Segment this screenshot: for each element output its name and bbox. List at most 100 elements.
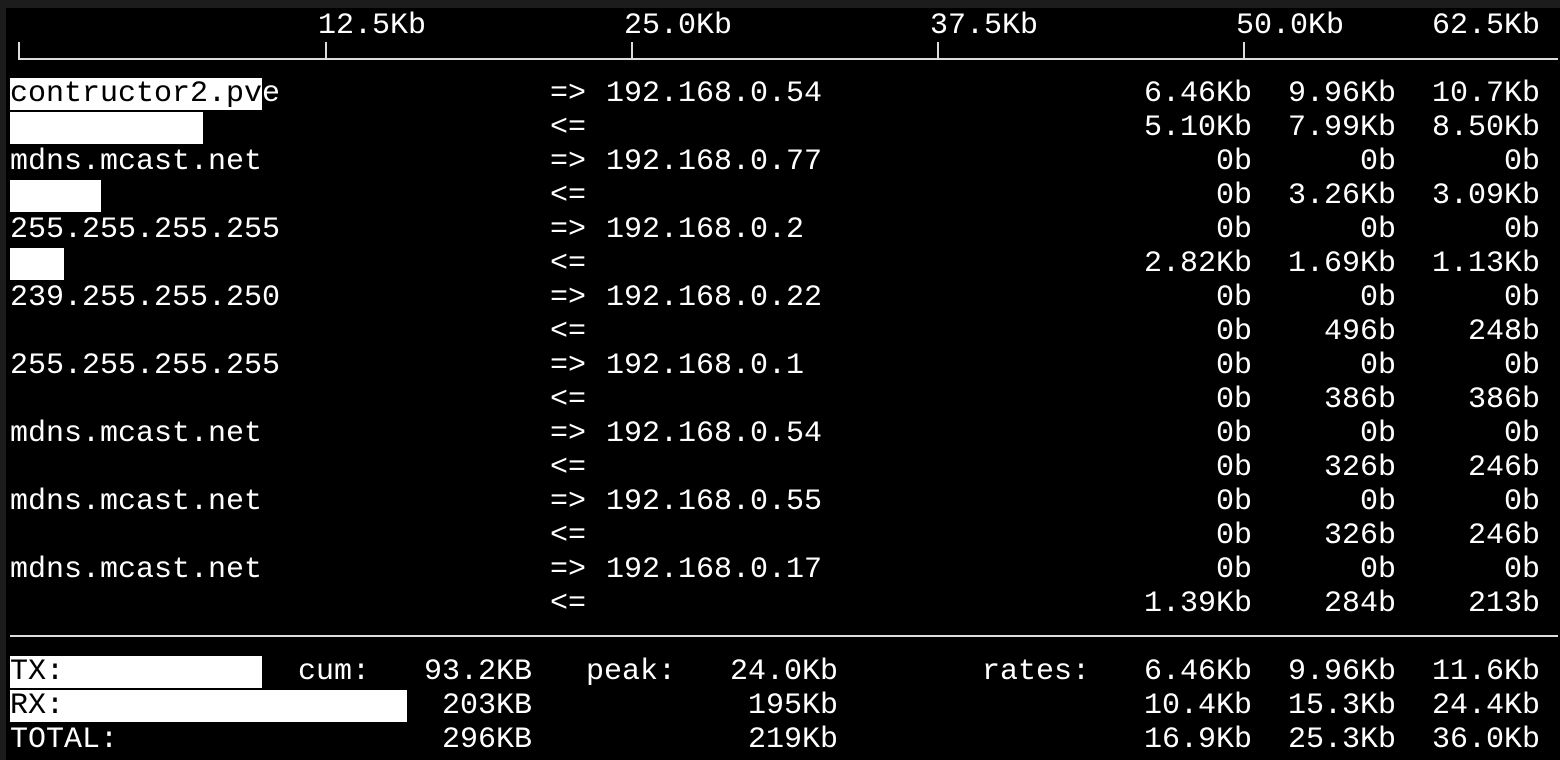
totals-rate: 36.0Kb — [1431, 723, 1540, 757]
totals-bar — [10, 690, 407, 722]
totals-rate: 25.3Kb — [1287, 723, 1396, 757]
totals-rate: 6.46Kb — [1143, 655, 1252, 689]
flow-direction-out: => — [550, 349, 587, 383]
flow-peer: 192.168.0.77 — [606, 145, 823, 179]
flow-direction-in: <= — [550, 519, 587, 553]
flow-peer: 192.168.0.2 — [606, 213, 805, 247]
flow-direction-in: <= — [550, 179, 587, 213]
scale-tick — [631, 42, 633, 60]
scale-tick — [325, 42, 327, 60]
scale-tick — [18, 42, 20, 60]
flow-host: mdns.mcast.net — [10, 553, 263, 587]
flow-rate-in: 1.69Kb — [1287, 247, 1396, 281]
totals-peak: 195Kb — [747, 689, 838, 723]
totals-rate: 15.3Kb — [1287, 689, 1396, 723]
scale-tick — [937, 42, 939, 60]
flow-rate-in: 246b — [1467, 519, 1540, 553]
flow-rate-in: 386b — [1323, 383, 1396, 417]
totals-separator — [10, 635, 1558, 637]
totals-rate: 24.4Kb — [1431, 689, 1540, 723]
rates-label: rates: — [982, 655, 1091, 689]
totals-rate: 10.4Kb — [1143, 689, 1252, 723]
peak-label: peak: — [586, 655, 677, 689]
totals-peak: 24.0Kb — [729, 655, 838, 689]
flow-bar-in — [10, 180, 101, 212]
flow-rate-out: 9.96Kb — [1287, 77, 1396, 111]
flow-rate-out: 0b — [1359, 485, 1396, 519]
flow-rate-out: 0b — [1215, 281, 1252, 315]
scale-axis — [18, 58, 1558, 60]
flow-direction-out: => — [550, 417, 587, 451]
flow-rate-out: 0b — [1503, 213, 1540, 247]
scale-tick-label: 50.0Kb — [1236, 9, 1345, 43]
flow-host: mdns.mcast.net — [10, 145, 263, 179]
scale-tick-label: 37.5Kb — [930, 9, 1039, 43]
flow-direction-in: <= — [550, 315, 587, 349]
flow-rate-out: 0b — [1503, 281, 1540, 315]
flow-host: 239.255.255.250 — [10, 281, 281, 315]
flow-rate-in: 3.26Kb — [1287, 179, 1396, 213]
flow-rate-out: 0b — [1215, 349, 1252, 383]
flow-rate-out: 0b — [1359, 281, 1396, 315]
flow-rate-out: 0b — [1215, 213, 1252, 247]
flow-rate-in: 7.99Kb — [1287, 111, 1396, 145]
totals-cum: 296KB — [441, 723, 532, 757]
flow-rate-out: 6.46Kb — [1143, 77, 1252, 111]
flow-rate-in: 0b — [1215, 519, 1252, 553]
flow-host: 255.255.255.255 — [10, 213, 281, 247]
flow-bar-in — [10, 112, 204, 144]
flow-rate-out: 10.7Kb — [1431, 77, 1540, 111]
totals-rate: 9.96Kb — [1287, 655, 1396, 689]
cum-label: cum: — [298, 655, 371, 689]
flow-rate-in: 0b — [1215, 179, 1252, 213]
flow-direction-in: <= — [550, 451, 587, 485]
scale-tick-label: 12.5Kb — [318, 9, 427, 43]
flow-rate-out: 0b — [1503, 553, 1540, 587]
totals-peak: 219Kb — [747, 723, 838, 757]
flow-rate-in: 1.13Kb — [1431, 247, 1540, 281]
flow-peer: 192.168.0.54 — [606, 77, 823, 111]
flow-peer: 192.168.0.1 — [606, 349, 805, 383]
flow-host: 255.255.255.255 — [10, 349, 281, 383]
flow-direction-out: => — [550, 145, 587, 179]
flow-rate-in: 284b — [1323, 587, 1396, 621]
flow-rate-out: 0b — [1503, 485, 1540, 519]
flow-host: mdns.mcast.net — [10, 417, 263, 451]
flow-rate-out: 0b — [1215, 417, 1252, 451]
flow-direction-out: => — [550, 213, 587, 247]
flow-rate-in: 1.39Kb — [1143, 587, 1252, 621]
flow-rate-out: 0b — [1503, 349, 1540, 383]
totals-cum: 203KB — [441, 689, 532, 723]
flow-direction-out: => — [550, 77, 587, 111]
totals-cum: 93.2KB — [423, 655, 532, 689]
flow-direction-out: => — [550, 553, 587, 587]
totals-bar — [10, 656, 263, 688]
flow-bar-out — [10, 78, 263, 110]
flow-rate-in: 8.50Kb — [1431, 111, 1540, 145]
flow-direction-in: <= — [550, 111, 587, 145]
flow-rate-in: 246b — [1467, 451, 1540, 485]
totals-label: TOTAL: — [10, 723, 119, 757]
flow-rate-out: 0b — [1359, 417, 1396, 451]
flow-peer: 192.168.0.54 — [606, 417, 823, 451]
flow-rate-in: 0b — [1215, 315, 1252, 349]
flow-rate-in: 496b — [1323, 315, 1396, 349]
flow-peer: 192.168.0.22 — [606, 281, 823, 315]
totals-rate: 11.6Kb — [1431, 655, 1540, 689]
flow-rate-in: 326b — [1323, 519, 1396, 553]
flow-direction-out: => — [550, 281, 587, 315]
flow-direction-in: <= — [550, 247, 587, 281]
flow-rate-in: 386b — [1467, 383, 1540, 417]
flow-direction-out: => — [550, 485, 587, 519]
totals-rate: 16.9Kb — [1143, 723, 1252, 757]
flow-rate-in: 0b — [1215, 451, 1252, 485]
flow-rate-in: 0b — [1215, 383, 1252, 417]
flow-rate-in: 3.09Kb — [1431, 179, 1540, 213]
flow-rate-out: 0b — [1215, 553, 1252, 587]
flow-host: mdns.mcast.net — [10, 485, 263, 519]
scale-tick — [1243, 42, 1245, 60]
flow-rate-out: 0b — [1215, 145, 1252, 179]
flow-rate-out: 0b — [1359, 145, 1396, 179]
flow-direction-in: <= — [550, 587, 587, 621]
